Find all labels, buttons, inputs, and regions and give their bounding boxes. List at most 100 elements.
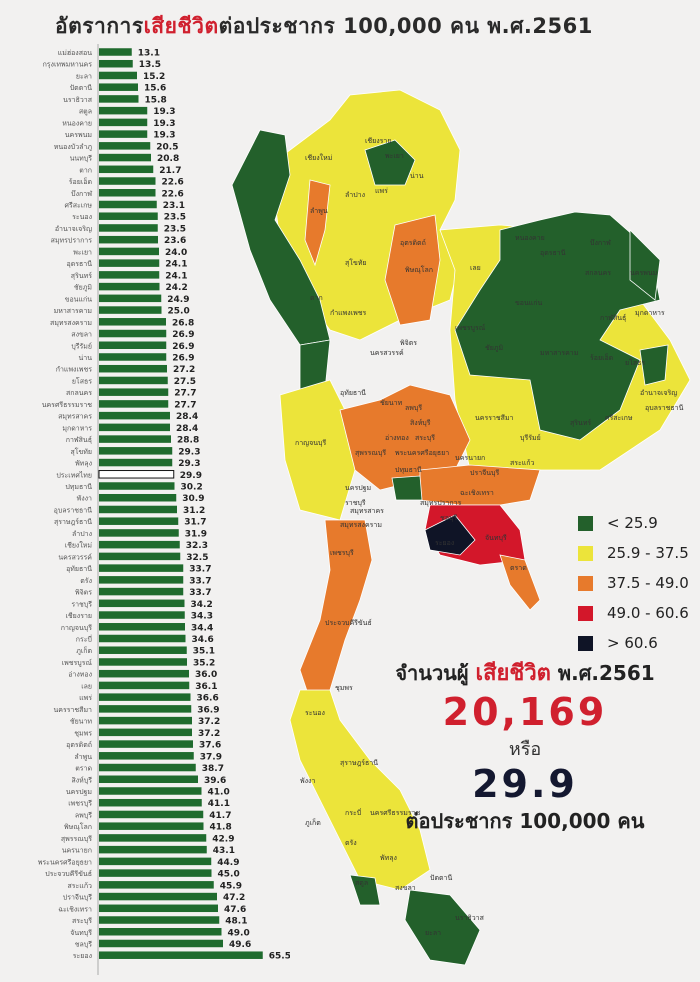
bar [99,353,167,361]
bar [99,599,185,608]
value-label: 19.3 [153,119,175,129]
category-label: กาฬสินธุ์ [66,436,92,444]
value-label: 26.8 [172,318,194,328]
map-label-province: แพร่ [375,187,388,195]
value-label: 29.3 [178,459,200,469]
map-label-province: ชลบุรี [440,514,457,522]
value-label: 45.0 [218,870,240,880]
category-label: แม่ฮ่องสอน [58,49,92,57]
bar [99,329,167,338]
map-label-province: พระนครศรีอยุธยา [395,449,449,457]
map-label-province: ลำปาง [345,191,365,199]
value-label: 30.2 [181,483,203,493]
map-label-province: เชียงใหม่ [305,153,332,162]
value-label: 29.9 [180,471,202,481]
map-label-province: สุราษฎร์ธานี [340,759,378,767]
bar [99,798,202,807]
category-label: ตาก [79,166,92,174]
value-label: 32.3 [186,541,208,551]
bar [99,564,184,572]
category-label: สุราษฎร์ธานี [54,518,92,526]
map-label-province: ตราด [510,564,527,572]
map-label-province: เพชรบูรณ์ [455,324,486,332]
category-label: เชียงใหม่ [65,541,92,550]
category-label: กำแพงเพชร [56,366,92,374]
category-label: ลำพูน [74,753,92,761]
category-label: ตราด [75,765,92,773]
bar [99,200,157,209]
bar [99,458,173,467]
value-label: 34.2 [191,600,213,610]
category-label: ชัยนาท [70,718,93,726]
bar [99,669,189,678]
map-label-province: นครพนม [630,269,657,277]
legend-swatch [578,605,593,621]
value-label: 24.0 [165,248,187,258]
bar [99,716,192,725]
map-label-province: จันทบุรี [485,534,507,542]
map-label-province: นครศรีธรรมราช [370,809,421,817]
value-label: 23.5 [164,224,186,234]
bar [99,493,177,502]
category-label: ชัยภูมิ [74,284,92,292]
category-label: บึงกาฬ [71,189,92,198]
value-label: 19.3 [153,131,175,141]
value-label: 47.2 [223,893,245,903]
bar [99,881,214,889]
province-bar-chart: แม่ฮ่องสอน 13.1 กรุงเทพมหานคร 13.5 ยะลา 15.2 ป… [38,44,290,975]
legend-item: > 60.6 [578,628,689,658]
map-label-province: สงขลา [395,884,416,892]
value-label: 20.8 [157,154,179,164]
bar [99,939,223,948]
value-label: 24.1 [165,271,187,281]
bar [99,235,158,244]
legend-label: < 25.9 [607,514,658,532]
map-label-province: อุดรธานี [540,249,566,257]
category-label: อุดรธานี [67,260,93,268]
map-label-province: เลย [470,264,481,272]
bar [99,517,179,525]
category-label: ลพบุรี [75,811,92,819]
map-label-province: สิงห์บุรี [410,419,431,427]
category-label: ปัตตานี [70,84,92,92]
map-label-province: มหาสารคาม [540,349,578,357]
category-label: กรุงเทพมหานคร [43,61,93,69]
value-label: 23.5 [164,213,186,223]
value-label: 49.6 [229,940,251,950]
bar [99,681,190,690]
value-label: 15.2 [143,72,165,82]
value-label: 34.4 [191,623,213,633]
map-region-west-yellow [279,379,356,521]
summary-prefix: จำนวนผู้ [395,661,476,685]
value-label: 29.3 [178,447,200,457]
bar [99,376,168,385]
value-label: 35.2 [193,658,215,668]
bar [99,282,160,291]
category-label: พระนครศรีอยุธยา [38,858,92,866]
bar [99,95,139,103]
map-region-east-orange [419,464,541,506]
legend-swatch [578,635,593,651]
legend-item: 49.0 - 60.6 [578,598,689,628]
value-label: 19.3 [153,107,175,117]
category-label: สระแก้ว [68,882,93,890]
title-suffix: ต่อประชากร 100,000 คน พ.ศ.2561 [218,14,593,38]
map-label-province: ชัยนาท [380,399,403,407]
value-label: 36.9 [197,705,219,715]
value-label: 24.1 [165,260,187,270]
value-label: 41.8 [210,823,232,833]
category-label: ยะลา [76,72,92,80]
value-label: 13.5 [139,60,161,70]
value-label: 36.1 [195,682,217,692]
bar [99,892,217,901]
category-label: ขอนแก่น [65,295,93,303]
map-label-province: บุรีรัมย์ [520,434,541,442]
map-label-province: สมุทรสาคร [350,507,384,515]
summary-highlight: เสียชีวิต [475,661,551,686]
value-label: 30.9 [182,494,204,504]
summary-heading: จำนวนผู้ เสียชีวิต พ.ศ.2561 [360,655,690,690]
category-label: อ่างทอง [68,671,92,679]
category-label: ยโสธร [72,376,92,385]
map-label-province: อุตรดิตถ์ [400,239,426,247]
